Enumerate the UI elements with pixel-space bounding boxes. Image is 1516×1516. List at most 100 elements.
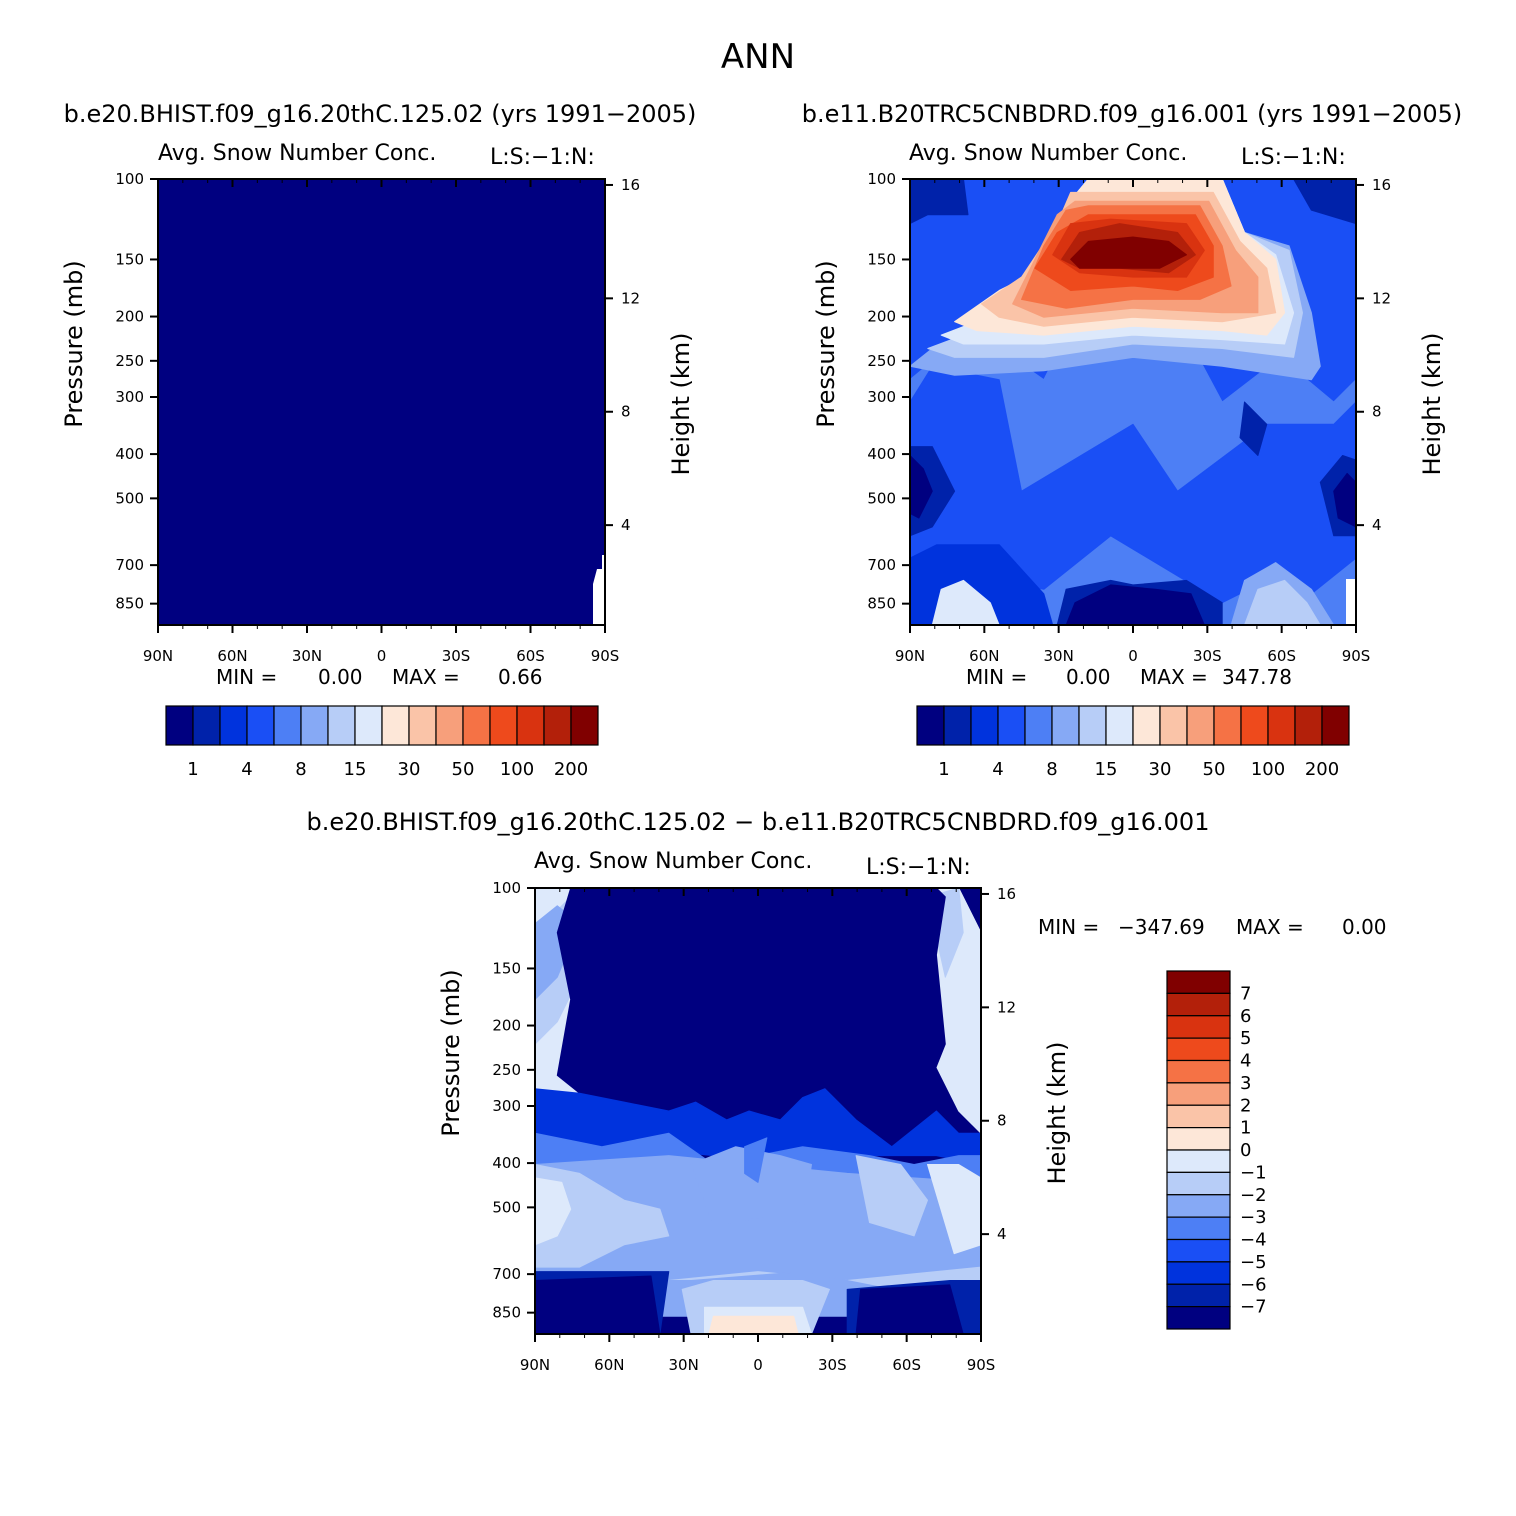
panel-2-min-label: MIN = [966,665,1027,689]
contour-band [744,1137,768,1183]
panel-1-colorbar: 1 4 8 15 30 50 100 200 [165,705,599,780]
colorbar-label: 1 [938,759,949,780]
colorbar-swatch [1166,992,1231,1017]
colorbar-swatch [1024,705,1053,746]
latitude-tick-label: 90S [591,647,620,665]
colorbar-swatch [543,705,572,746]
panel-3-max-label: MAX = [1236,915,1304,939]
pressure-tick-label: 700 [115,556,144,574]
panel-model-2: b.e11.B20TRC5CNBDRD.f09_g16.001 (yrs 199… [802,100,1462,780]
colorbar-swatch [1166,1238,1231,1263]
pressure-axis-title: Pressure (mb) [437,969,465,1136]
latitude-tick-label: 60N [969,647,999,665]
panel-3-min-value: −347.69 [1118,915,1205,939]
pressure-tick-label: 250 [115,352,144,370]
colorbar-label: 6 [1240,1006,1251,1027]
height-tick-label: 12 [621,289,640,307]
contour-band [535,1164,670,1268]
latitude-tick-label: 30S [818,1356,847,1374]
colorbar-label: 100 [500,759,534,780]
colorbar-swatch [165,705,194,746]
height-tick-label: 8 [997,1112,1007,1130]
colorbar-swatch [462,705,491,746]
colorbar-swatch [916,705,945,746]
contour-band [1065,584,1205,625]
latitude-tick-label: 90N [520,1356,550,1374]
colorbar-swatch [1078,705,1107,746]
colorbar-swatch [1186,705,1215,746]
colorbar-swatch [1166,1015,1231,1039]
latitude-tick-label: 60N [217,647,247,665]
colorbar-label: −3 [1240,1207,1267,1228]
colorbar-label: −1 [1240,1162,1267,1183]
pressure-tick-label: 850 [492,1304,521,1322]
contour-band [1070,236,1187,269]
colorbar-swatch [570,705,599,746]
panel-2-contour-field [910,179,1356,625]
contour-band [855,1284,964,1334]
panel-2-colorbar: 1 4 8 15 30 50 100 200 [916,705,1350,780]
panel-2-axes: 100 150 200 250 300 400 500 700 850 16 12 8 4 90N 60N 3… [812,170,1446,665]
colorbar-label: 15 [344,759,367,780]
colorbar-swatch [1166,1149,1231,1173]
colorbar-swatch [354,705,383,746]
panel-1-variable-label: Avg. Snow Number Conc. [158,141,436,166]
height-tick-label: 4 [997,1225,1007,1243]
contour-band [708,1315,799,1334]
pressure-tick-label: 150 [115,250,144,268]
colorbar-label: 50 [1203,759,1226,780]
colorbar-swatch [273,705,302,746]
colorbar-label: −4 [1240,1230,1267,1251]
contour-band [910,455,933,519]
colorbar-swatch [489,705,518,746]
pressure-tick-label: 700 [492,1265,521,1283]
panel-3-min-label: MIN = [1038,915,1099,939]
panel-1-min-label: MIN = [216,665,277,689]
missing-data-region [593,555,605,625]
latitude-tick-label: 60S [892,1356,921,1374]
contour-band [158,179,605,625]
latitude-tick-label: 0 [753,1356,763,1374]
pressure-tick-label: 850 [867,595,896,613]
height-tick-label: 12 [997,998,1016,1016]
colorbar-label: 200 [554,759,588,780]
colorbar-swatch [943,705,972,746]
panel-2-min-value: 0.00 [1066,665,1111,689]
height-tick-label: 12 [1372,289,1391,307]
colorbar-swatch [1051,705,1080,746]
contour-band [690,1146,812,1228]
latitude-tick-label: 30N [669,1356,699,1374]
colorbar-swatch [219,705,248,746]
colorbar-swatch [1166,1171,1231,1196]
latitude-tick-label: 60S [1267,647,1296,665]
colorbar-swatch [300,705,329,746]
panel-2-max-value: 347.78 [1222,665,1292,689]
panel-1-code-label: L:S:−1:N: [490,145,595,170]
contour-band [535,1177,572,1246]
panel-2-max-label: MAX = [1140,665,1208,689]
height-tick-label: 16 [621,176,640,194]
panel-2-variable-label: Avg. Snow Number Conc. [909,141,1187,166]
panel-2-code-label: L:S:−1:N: [1241,145,1346,170]
pressure-tick-label: 200 [492,1017,521,1035]
panel-1-axes: 100 150 200 250 300 400 500 700 850 16 12 8 4 90N 60N 3… [60,170,695,665]
colorbar-label: 4 [241,759,252,780]
pressure-tick-label: 250 [867,352,896,370]
colorbar-swatch [1166,970,1231,994]
colorbar-swatch [1267,705,1296,746]
panel-1-case-title: b.e20.BHIST.f09_g16.20thC.125.02 (yrs 19… [64,100,697,128]
colorbar-swatch [1166,1261,1231,1285]
colorbar-label: 50 [452,759,475,780]
panel-3-contour-field [535,888,981,1334]
colorbar-swatch [192,705,221,746]
pressure-tick-label: 200 [867,308,896,326]
colorbar-label: 4 [992,759,1003,780]
height-tick-label: 4 [621,516,631,534]
pressure-tick-label: 400 [867,445,896,463]
colorbar-swatch [1213,705,1242,746]
contour-band [1239,401,1268,456]
height-axis-title: Height (km) [1043,1042,1071,1185]
latitude-tick-label: 30S [1193,647,1222,665]
